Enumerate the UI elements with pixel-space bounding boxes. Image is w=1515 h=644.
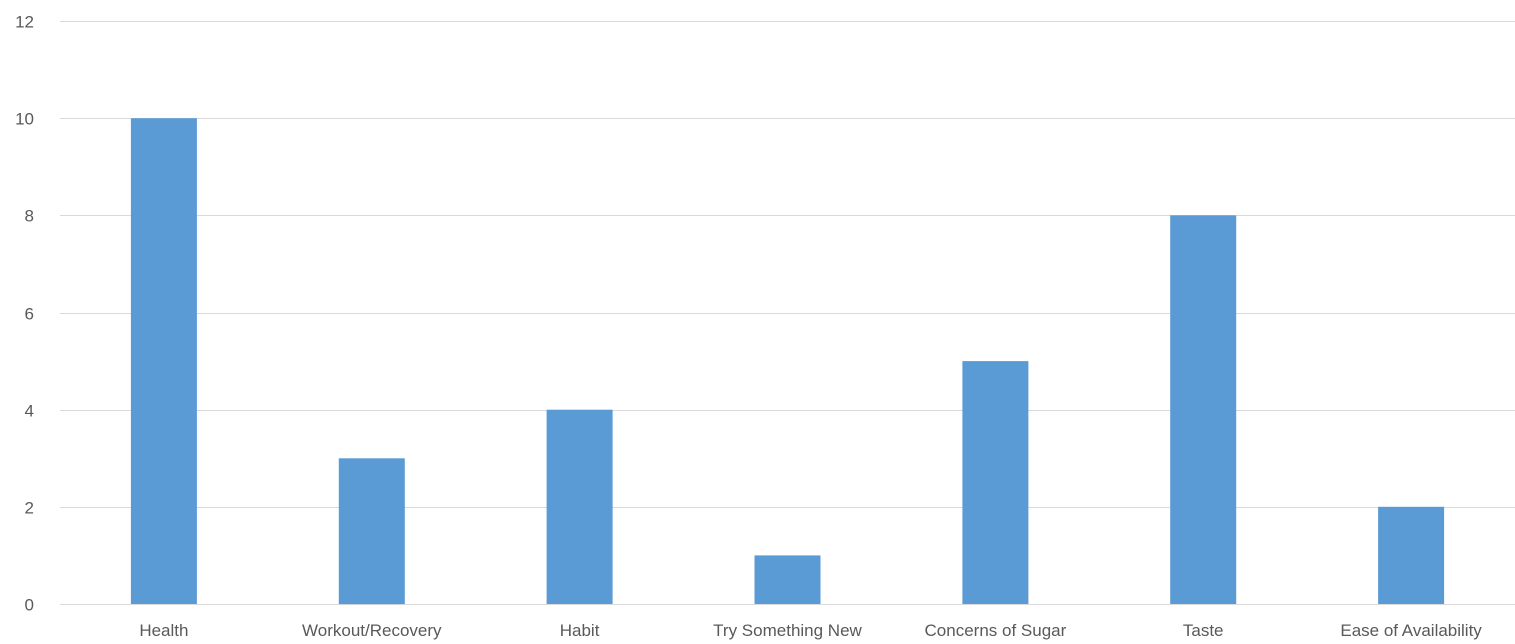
y-tick-label: 0 (25, 596, 34, 615)
y-tick-label: 6 (25, 305, 34, 324)
bar-concerns-of-sugar (962, 361, 1029, 604)
y-tick-label: 4 (25, 402, 34, 421)
x-category-label: Taste (1183, 621, 1224, 640)
y-tick-label: 2 (25, 499, 34, 518)
bar-try-something-new (754, 555, 821, 604)
bar-habit (546, 409, 613, 604)
bar-health (130, 118, 197, 604)
x-category-label: Try Something New (713, 621, 862, 640)
y-tick-label: 8 (25, 207, 34, 226)
gridlines (60, 21, 1515, 605)
y-axis-tick-labels: 0 2 4 6 8 10 12 (15, 13, 34, 615)
x-category-label: Habit (560, 621, 600, 640)
bar-workout-recovery (338, 458, 405, 605)
x-category-label: Ease of Availability (1340, 621, 1482, 640)
bars (130, 118, 1445, 605)
y-tick-label: 10 (15, 110, 34, 129)
y-tick-label: 12 (15, 13, 34, 32)
bar-taste (1170, 215, 1237, 605)
x-category-label: Concerns of Sugar (925, 621, 1067, 640)
x-category-label: Health (139, 621, 188, 640)
x-axis-category-labels: Health Workout/Recovery Habit Try Something… (139, 621, 1482, 640)
bar-ease-of-availability (1378, 506, 1445, 604)
x-category-label: Workout/Recovery (302, 621, 442, 640)
